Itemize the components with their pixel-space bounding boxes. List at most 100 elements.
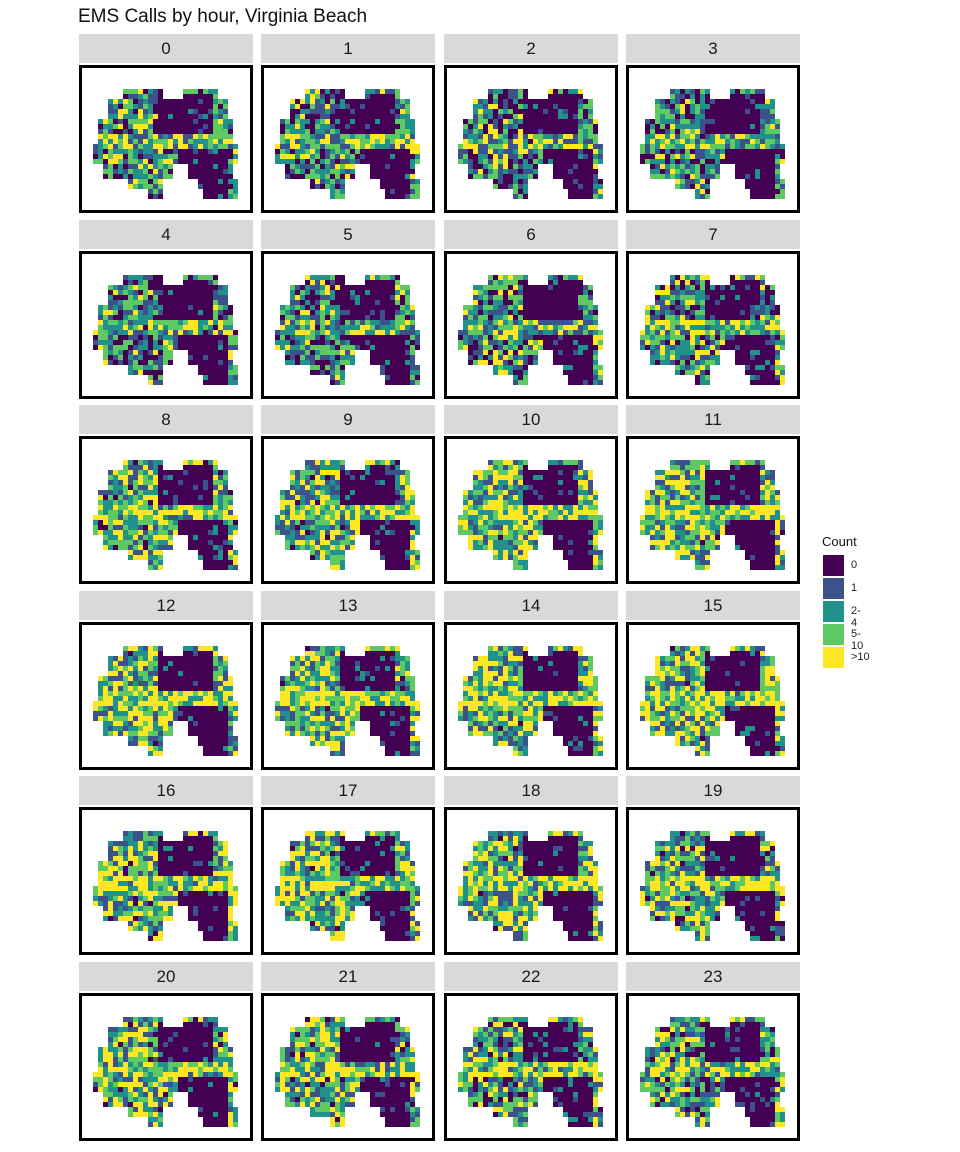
heatmap-cell (395, 99, 400, 104)
heatmap-cell (400, 285, 405, 290)
heatmap-cell (725, 159, 730, 164)
heatmap-cell (280, 340, 285, 345)
heatmap-cell (103, 119, 108, 124)
heatmap-cell (473, 325, 478, 330)
heatmap-cell (690, 134, 695, 139)
heatmap-cell (118, 540, 123, 545)
heatmap-cell (588, 285, 593, 290)
heatmap-cell (228, 505, 233, 510)
heatmap-cell (400, 535, 405, 540)
heatmap-cell (203, 310, 208, 315)
heatmap-cell (740, 300, 745, 305)
heatmap-cell (218, 560, 223, 565)
heatmap-cell (213, 144, 218, 149)
heatmap-cell (218, 495, 223, 500)
heatmap-cell (315, 169, 320, 174)
heatmap-cell (538, 154, 543, 159)
heatmap-cell (568, 335, 573, 340)
heatmap-cell (158, 490, 163, 495)
heatmap-cell (310, 159, 315, 164)
heatmap-cell (128, 94, 133, 99)
heatmap-cell (213, 129, 218, 134)
heatmap-cell (123, 525, 128, 530)
heatmap-cell (533, 164, 538, 169)
heatmap-cell (750, 139, 755, 144)
heatmap-cell (320, 174, 325, 179)
heatmap-cell (700, 89, 705, 94)
heatmap-cell (188, 129, 193, 134)
heatmap-cell (700, 290, 705, 295)
heatmap-cell (573, 360, 578, 365)
heatmap-cell (223, 315, 228, 320)
heatmap-cell (213, 285, 218, 290)
heatmap-cell (325, 290, 330, 295)
heatmap-cell (203, 340, 208, 345)
heatmap-cell (138, 275, 143, 280)
heatmap-cell (370, 315, 375, 320)
heatmap-cell (735, 340, 740, 345)
heatmap-cell (350, 345, 355, 350)
heatmap-cell (143, 134, 148, 139)
heatmap-cell (330, 555, 335, 560)
heatmap-cell (153, 365, 158, 370)
heatmap-cell (478, 290, 483, 295)
heatmap-cell (750, 355, 755, 360)
heatmap-cell (468, 350, 473, 355)
heatmap-cell (223, 485, 228, 490)
heatmap-cell (123, 129, 128, 134)
heatmap-cell (173, 99, 178, 104)
heatmap-cell (305, 164, 310, 169)
heatmap-cell (755, 179, 760, 184)
heatmap-cell (655, 355, 660, 360)
heatmap-cell (158, 94, 163, 99)
heatmap-cell (725, 285, 730, 290)
heatmap-cell (463, 340, 468, 345)
heatmap-cell (133, 129, 138, 134)
heatmap-cell (193, 535, 198, 540)
heatmap-cell (305, 320, 310, 325)
heatmap-cell (400, 320, 405, 325)
heatmap-cell (193, 154, 198, 159)
heatmap-cell (680, 335, 685, 340)
heatmap-cell (513, 365, 518, 370)
heatmap-cell (280, 495, 285, 500)
heatmap-cell (118, 355, 123, 360)
heatmap-cell (675, 149, 680, 154)
heatmap-cell (118, 104, 123, 109)
heatmap-cell (508, 179, 513, 184)
heatmap-cell (650, 330, 655, 335)
heatmap-cell (310, 94, 315, 99)
heatmap-cell (300, 114, 305, 119)
heatmap-cell (553, 315, 558, 320)
heatmap-cell (478, 305, 483, 310)
heatmap-cell (138, 280, 143, 285)
heatmap-cell (168, 540, 173, 545)
heatmap-cell (680, 310, 685, 315)
heatmap-cell (118, 545, 123, 550)
heatmap-cell (410, 490, 415, 495)
heatmap-cell (655, 169, 660, 174)
heatmap-cell (233, 330, 238, 335)
heatmap-cell (350, 480, 355, 485)
heatmap-cell (380, 470, 385, 475)
heatmap-cell (218, 525, 223, 530)
heatmap-cell (695, 340, 700, 345)
heatmap-cell (705, 320, 710, 325)
heatmap-cell (285, 345, 290, 350)
heatmap-cell (208, 194, 213, 199)
heatmap-cell (295, 169, 300, 174)
heatmap-cell (355, 109, 360, 114)
heatmap-cell (578, 370, 583, 375)
heatmap-cell (203, 540, 208, 545)
heatmap-cell (695, 300, 700, 305)
heatmap-cell (750, 134, 755, 139)
heatmap-cell (715, 159, 720, 164)
heatmap-cell (390, 144, 395, 149)
heatmap-cell (675, 144, 680, 149)
heatmap-cell (330, 465, 335, 470)
heatmap-cell (493, 330, 498, 335)
heatmap-cell (675, 159, 680, 164)
heatmap-cell (715, 330, 720, 335)
heatmap-cell (655, 109, 660, 114)
heatmap-cell (280, 490, 285, 495)
